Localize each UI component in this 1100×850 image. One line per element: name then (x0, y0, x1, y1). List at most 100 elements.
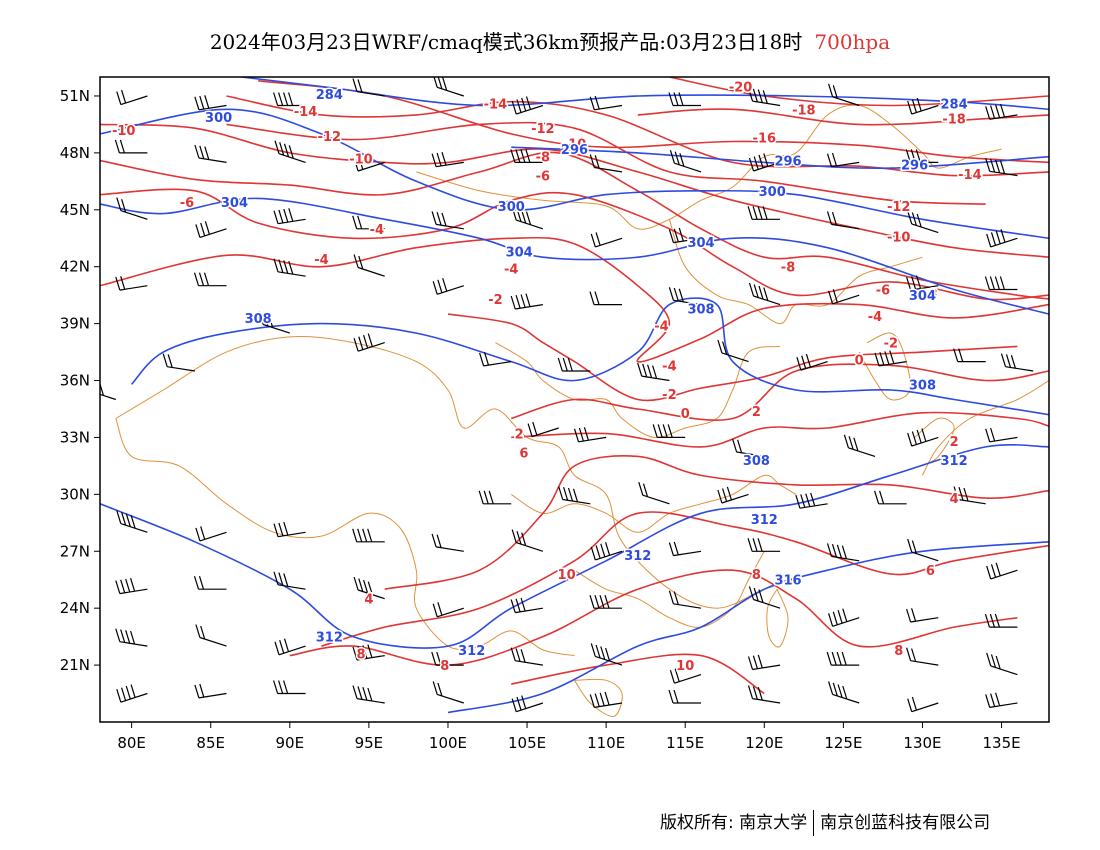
wind-barb (510, 293, 543, 310)
temperature-contour-line (511, 411, 1049, 448)
temperature-contour-line (100, 151, 1049, 300)
wind-barb (115, 276, 148, 291)
temperature-contour-label: -14 (294, 105, 318, 120)
wind-barb (986, 652, 1018, 676)
wind-barb (431, 152, 464, 168)
temperature-contour-label: 8 (356, 648, 365, 663)
wind-barb (352, 644, 385, 661)
boundary-line (914, 417, 955, 467)
temperature-contour-line (289, 569, 1018, 666)
wind-barb (732, 438, 765, 457)
wind-barb (669, 150, 702, 173)
wind-barb (116, 89, 148, 106)
wind-barb (511, 96, 544, 115)
lon-tick-label: 90E (276, 734, 305, 752)
wind-barb (747, 654, 781, 671)
temperature-contour-line (226, 95, 1049, 177)
wind-barb (116, 684, 148, 703)
wind-barb (114, 139, 148, 154)
temperature-contour-label: -4 (654, 320, 668, 335)
lat-tick-label: 36N (60, 372, 90, 390)
map-title: 2024年03月23日WRF/cmaq模式36km预报产品:03月23日18时 7… (0, 26, 1100, 55)
wind-barb (637, 362, 670, 382)
wind-barb (747, 538, 781, 552)
temperature-contour-line (258, 80, 1049, 164)
wind-barb (195, 624, 227, 647)
lat-tick-label: 48N (60, 144, 90, 162)
wind-barb (510, 647, 543, 666)
boundary-line (115, 418, 575, 657)
wind-barb (796, 353, 828, 371)
wind-barb (907, 428, 939, 447)
lon-tick-label: 80E (117, 734, 146, 752)
wind-barb (511, 695, 544, 713)
wind-barb (194, 144, 227, 163)
wind-barb (193, 576, 227, 590)
height-contours (100, 77, 1049, 714)
boundary-line (416, 104, 1002, 230)
wind-barb (986, 562, 1018, 580)
wind-barb (747, 87, 781, 107)
wind-barb (1000, 353, 1034, 372)
wind-barb (638, 482, 670, 505)
axes: 51N 48N 45N 42N 39N 36N 33N 30N 27N 24N 21N 80E 85E 9… (60, 87, 1021, 752)
wind-barb (906, 608, 939, 623)
wind-barb (826, 543, 860, 562)
wind-barb (557, 357, 591, 372)
wind-barb (984, 613, 1018, 628)
wind-barb (116, 510, 148, 533)
wind-barb (353, 156, 385, 172)
wind-barb (652, 424, 686, 438)
wind-barb (669, 668, 702, 684)
temperature-contour-label: -10 (349, 153, 373, 168)
title-main: 2024年03月23日WRF/cmaq模式36km预报产品:03月23日18时 (209, 30, 803, 54)
wind-barb (668, 287, 702, 306)
wind-barb (589, 154, 623, 173)
wind-barb (431, 533, 464, 552)
height-contour-label: 308 (743, 454, 770, 469)
wind-barb (258, 311, 290, 334)
wind-barb (273, 521, 306, 538)
height-contour-label: 296 (774, 154, 801, 169)
temperature-contours (100, 77, 1049, 695)
wind-barb (431, 651, 464, 666)
wind-barb (510, 597, 543, 614)
wind-barb (352, 528, 385, 543)
temperature-contour-label: 8 (440, 659, 449, 674)
wind-barb (589, 595, 622, 609)
wind-barb (828, 681, 860, 704)
wind-barb (668, 227, 702, 244)
wind-barb (985, 158, 1018, 177)
temperature-contour-label: 10 (558, 568, 576, 583)
geo-boundaries (115, 104, 1049, 717)
temperature-contour-label: -20 (729, 80, 753, 95)
wind-barb (274, 638, 306, 656)
height-contour-line (131, 297, 1049, 416)
temperature-contour-label: -10 (563, 137, 587, 152)
temperature-contour-label: -8 (781, 261, 795, 276)
wind-barb (511, 206, 544, 230)
wind-barb (907, 696, 939, 713)
wind-barb (747, 206, 781, 220)
wind-barb (352, 685, 385, 704)
height-contour-label: 284 (941, 98, 968, 113)
temperature-contour-line (669, 77, 1049, 107)
height-contour-label: 316 (774, 574, 801, 589)
wind-barb (668, 92, 701, 107)
wind-barb (273, 571, 306, 590)
lat-tick-label: 45N (60, 201, 90, 219)
height-contour-line (447, 541, 1049, 714)
height-contour-label: 308 (687, 302, 714, 317)
pressure-level-label: 700hpa (814, 30, 891, 54)
wind-barb (828, 289, 860, 305)
temperature-contour-line (226, 121, 986, 205)
wind-barb (589, 95, 623, 111)
temperature-contour-label: 8 (752, 568, 761, 583)
boundary-line (668, 219, 923, 325)
wind-barb (906, 275, 939, 291)
height-contour-line (235, 77, 1049, 111)
wind-barb (953, 486, 986, 505)
wind-barb (668, 541, 702, 557)
wind-barb (906, 647, 939, 666)
